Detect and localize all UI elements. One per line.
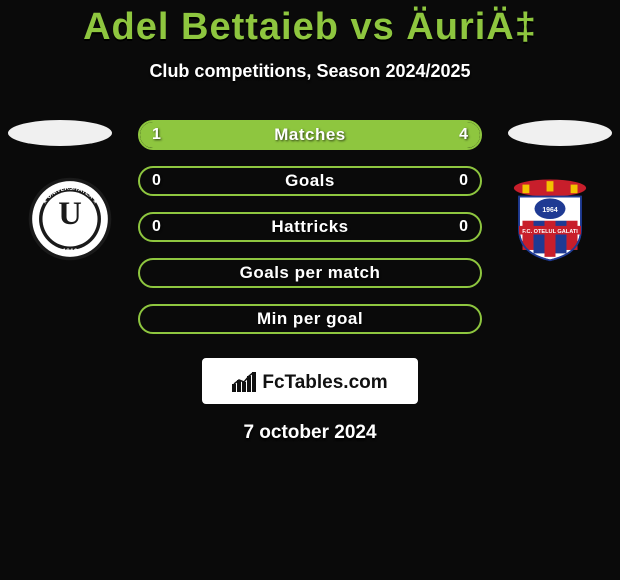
stat-bar-value-right: 0 xyxy=(459,218,468,236)
stat-bar-value-left: 0 xyxy=(152,218,161,236)
stat-bar-value-right: 0 xyxy=(459,172,468,190)
stat-bar-row: 0 0 Hattricks xyxy=(138,212,482,242)
club-badge-right: 1964 F.C. OTELUL GALATI xyxy=(500,176,600,262)
svg-text:1964: 1964 xyxy=(542,207,557,214)
footer-brand-box: FcTables.com xyxy=(202,358,418,404)
player-left-photo-placeholder xyxy=(8,120,112,146)
stat-bar-label: Hattricks xyxy=(271,217,348,237)
page-subtitle: Club competitions, Season 2024/2025 xyxy=(0,61,620,82)
stat-bar-label: Goals xyxy=(285,171,335,191)
svg-text:1919: 1919 xyxy=(62,248,77,255)
stat-bar-value-right: 4 xyxy=(459,126,468,144)
club-badge-left-letter: U xyxy=(58,196,82,232)
stat-bar-value-left: 1 xyxy=(152,126,161,144)
svg-text:F.C. OTELUL GALATI: F.C. OTELUL GALATI xyxy=(522,229,578,235)
stat-bar-row: 1 4 Matches xyxy=(138,120,482,150)
footer-brand-text: FcTables.com xyxy=(262,372,387,394)
club-badge-left-svg: U ★ UNIVERSITATEA ★ 1919 xyxy=(20,176,120,262)
stat-bar-row: Goals per match xyxy=(138,258,482,288)
stat-bar-label: Min per goal xyxy=(257,309,363,329)
comparison-chart: U ★ UNIVERSITATEA ★ 1919 1964 xyxy=(0,120,620,350)
stat-bar-fill-left xyxy=(140,122,208,148)
bar-chart-icon xyxy=(232,372,258,392)
stat-bars: 1 4 Matches 0 0 Goals 0 0 Hattricks Goals per mat… xyxy=(138,120,482,350)
stat-bar-row: Min per goal xyxy=(138,304,482,334)
stat-bar-value-left: 0 xyxy=(152,172,161,190)
stat-bar-label: Goals per match xyxy=(240,263,381,283)
footer-brand: FcTables.com xyxy=(232,368,387,394)
stat-bar-label: Matches xyxy=(274,125,346,145)
player-right-photo-placeholder xyxy=(508,120,612,146)
footer-date: 7 october 2024 xyxy=(0,422,620,444)
club-badge-left: U ★ UNIVERSITATEA ★ 1919 xyxy=(20,176,120,262)
club-badge-right-svg: 1964 F.C. OTELUL GALATI xyxy=(500,176,600,262)
page-title: Adel Bettaieb vs ÄuriÄ‡ xyxy=(0,0,620,49)
stat-bar-row: 0 0 Goals xyxy=(138,166,482,196)
